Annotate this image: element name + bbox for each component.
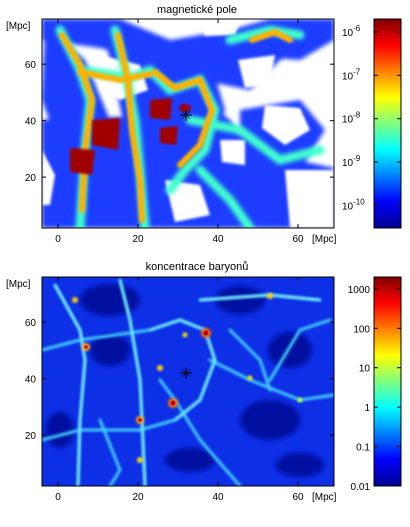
x-tick-label: 40 <box>212 492 224 503</box>
chart-title-top: magnetické pole <box>157 4 237 16</box>
colorbar-bottom <box>373 276 402 487</box>
plot-frame-top <box>41 18 335 229</box>
heatmap-baryon-concentration <box>42 277 334 486</box>
colorbar-tick-label: 0.01 <box>351 482 371 493</box>
colorbar-tick-label: 1 <box>364 403 370 414</box>
x-tick-label: 40 <box>212 234 224 245</box>
colorbar-tick-label: 10-8 <box>342 111 361 126</box>
plot-frame-bottom <box>41 276 335 487</box>
colorbar-tick-label: 10 <box>359 364 371 375</box>
x-tick-label: 20 <box>132 234 144 245</box>
colorbar-top <box>373 18 402 229</box>
colorbar-ticks-bottom: 1000 100 10 1 0.1 0.01 <box>348 285 401 493</box>
x-tick-label: 60 <box>292 234 304 245</box>
field-void-layer <box>42 22 334 228</box>
y-tick-label: 60 <box>25 60 37 71</box>
colorbar-tick-label: 10-9 <box>342 154 361 169</box>
baryon-void-layer <box>46 284 324 477</box>
panel-magnetic-field: magnetické pole [Mpc] <box>6 4 402 245</box>
panel-baryon-concentration: koncentrace baryonů [Mpc] <box>6 261 402 503</box>
colorbar-ticks-top: 10-6 10-7 10-8 10-9 10-10 <box>342 24 401 212</box>
y-unit-bottom: [Mpc] <box>6 279 31 290</box>
chart-title-bottom: koncentrace baryonů <box>146 261 249 273</box>
colorbar-tick-label: 10-6 <box>342 24 361 39</box>
x-unit-label: [Mpc] <box>312 492 337 503</box>
colorbar-tick-label: 10-7 <box>342 67 361 82</box>
x-tick-label: 60 <box>292 492 304 503</box>
marker-top <box>180 109 192 122</box>
y-tick-label: 20 <box>25 173 37 184</box>
marker-plus <box>181 110 191 120</box>
colorbar-tick-label: 0.1 <box>356 443 370 454</box>
colorbar-tick-label: 100 <box>353 324 370 335</box>
y-tick-label: 20 <box>25 431 37 442</box>
x-tick-label: 0 <box>55 234 61 245</box>
colorbar-tick-label: 1000 <box>348 285 371 296</box>
y-tick-label: 40 <box>25 375 37 386</box>
axes-top: 0 20 40 60 [Mpc] 20 40 60 <box>25 19 337 245</box>
y-tick-label: 40 <box>25 117 37 128</box>
x-unit-label: [Mpc] <box>312 234 337 245</box>
y-unit-top: [Mpc] <box>6 21 31 32</box>
marker-plus <box>181 368 191 378</box>
x-tick-label: 0 <box>55 492 61 503</box>
marker-bottom <box>180 367 192 380</box>
y-tick-label: 60 <box>25 318 37 329</box>
x-tick-label: 20 <box>132 492 144 503</box>
axes-bottom: 0 20 40 60 [Mpc] 20 40 60 <box>25 277 337 503</box>
heatmap-magnetic-field <box>42 19 334 228</box>
colorbar-tick-label: 10-10 <box>342 197 365 212</box>
baryon-clumps <box>72 293 303 463</box>
field-red-layer <box>70 98 191 175</box>
